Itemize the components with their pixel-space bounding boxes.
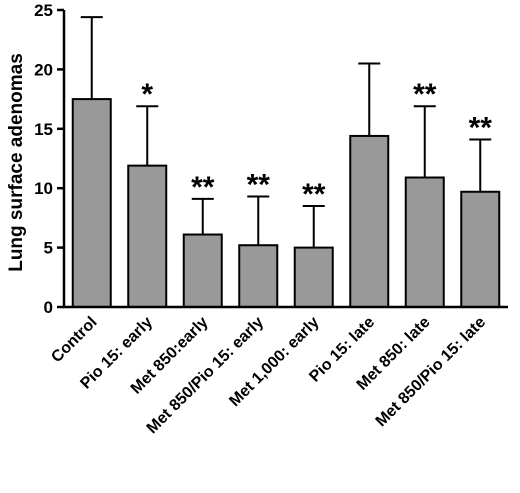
y-tick-label: 20	[34, 60, 53, 79]
x-category-label: Control	[48, 314, 100, 366]
bar	[127, 164, 168, 308]
significance-label: **	[413, 78, 437, 111]
y-tick-label: 10	[34, 179, 53, 198]
significance-label: **	[302, 178, 326, 211]
y-axis-title: Lung surface adenomas	[6, 53, 27, 272]
bar	[404, 176, 445, 308]
significance-layer: *** ** ******	[141, 78, 492, 211]
bar	[182, 233, 223, 308]
bar	[293, 246, 334, 309]
y-ticks-layer: 0 5 10 15 20 25	[34, 1, 64, 317]
significance-label: **	[247, 169, 271, 202]
bars-layer	[71, 98, 501, 309]
bar	[460, 190, 501, 309]
y-tick-label: 5	[44, 239, 53, 258]
significance-label: **	[469, 111, 493, 144]
y-tick-label: 15	[34, 120, 53, 139]
bar	[349, 134, 390, 308]
y-tick-label: 25	[34, 1, 53, 20]
significance-label: *	[141, 78, 153, 111]
significance-label: **	[191, 171, 215, 204]
bar	[238, 244, 279, 308]
x-category-label: Met 850/Pio 15: late	[373, 314, 489, 430]
y-tick-label: 0	[44, 298, 53, 317]
error-bars-layer	[80, 16, 492, 248]
bar	[71, 98, 112, 308]
